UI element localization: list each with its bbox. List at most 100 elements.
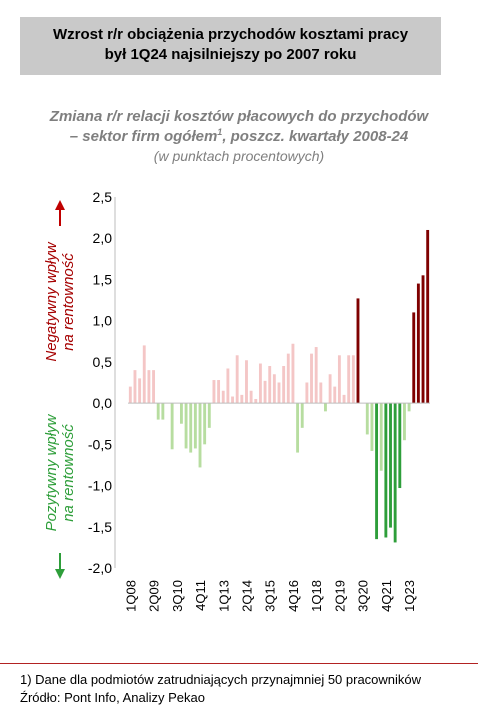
bar-1Q12 bbox=[203, 403, 207, 445]
bar-2Q11 bbox=[189, 403, 193, 453]
chart-title-line2-suffix: , poszcz. kwartały 2008-24 bbox=[222, 128, 409, 145]
bar-3Q09 bbox=[156, 403, 160, 420]
bar-1Q24 bbox=[426, 229, 430, 404]
bar-4Q16 bbox=[291, 343, 295, 404]
bar-4Q15 bbox=[272, 374, 276, 404]
bar-1Q14 bbox=[240, 394, 244, 404]
down-arrow-icon bbox=[55, 553, 65, 579]
footnote: 1) Dane dla podmiotów zatrudniających pr… bbox=[20, 672, 422, 687]
bar-2Q18 bbox=[319, 382, 323, 404]
bar-4Q08 bbox=[142, 345, 146, 404]
header-box: Wzrost r/r obciążenia przychodów kosztam… bbox=[20, 17, 441, 75]
y-tick-label: -1,5 bbox=[88, 519, 112, 535]
bar-1Q11 bbox=[184, 403, 188, 449]
x-tick-label: 2Q09 bbox=[147, 580, 162, 612]
x-tick-label: 3Q15 bbox=[263, 580, 278, 612]
bar-3Q11 bbox=[193, 403, 197, 449]
bar-2Q10 bbox=[170, 403, 174, 450]
bar-3Q12 bbox=[212, 380, 216, 404]
bar-3Q15 bbox=[268, 366, 272, 404]
y-tick-label: 0,5 bbox=[93, 354, 113, 370]
bar-2Q08 bbox=[133, 370, 137, 404]
bar-3Q17 bbox=[305, 382, 309, 404]
bar-2Q16 bbox=[282, 366, 286, 404]
x-tick-label: 2Q19 bbox=[332, 580, 347, 612]
bar-3Q16 bbox=[286, 353, 290, 404]
bar-1Q17 bbox=[296, 403, 300, 453]
bar-4Q09 bbox=[161, 403, 165, 420]
y-tick-label: 0,0 bbox=[93, 395, 113, 411]
bar-3Q18 bbox=[324, 403, 327, 412]
x-tick-label: 1Q18 bbox=[309, 580, 324, 612]
bar-2Q13 bbox=[226, 368, 230, 404]
bar-1Q08 bbox=[128, 386, 132, 404]
x-ticks-group: 1Q08 2Q09 3Q10 4Q11 1Q13 2Q14 3Q15 4Q16 1Q18 2Q19… bbox=[123, 580, 417, 612]
bar-1Q23 bbox=[407, 403, 411, 412]
bar-1Q18 bbox=[314, 347, 318, 404]
footer-divider bbox=[0, 663, 478, 664]
y-tick-label: -1,0 bbox=[88, 478, 112, 494]
bar-4Q10 bbox=[179, 403, 183, 424]
bar-4Q23 bbox=[421, 275, 425, 404]
bar-1Q21 bbox=[370, 403, 374, 451]
x-tick-label: 4Q16 bbox=[286, 580, 301, 612]
x-tick-label: 2Q14 bbox=[239, 580, 254, 612]
bar-4Q17 bbox=[310, 353, 313, 404]
bar-1Q19 bbox=[333, 386, 337, 404]
bar-2Q09 bbox=[152, 370, 155, 404]
y-tick-label: -2,0 bbox=[88, 560, 112, 576]
source-note: Źródło: Pont Info, Analizy Pekao bbox=[20, 690, 205, 705]
bar-1Q22 bbox=[389, 403, 392, 528]
bar-2Q14 bbox=[245, 360, 248, 404]
bar-3Q14 bbox=[249, 390, 253, 404]
bar-3Q13 bbox=[231, 396, 234, 404]
bar-1Q16 bbox=[277, 382, 281, 404]
x-tick-label: 3Q10 bbox=[170, 580, 185, 612]
y-tick-label: 1,5 bbox=[93, 271, 113, 287]
chart-title-line2-prefix: – sektor firm ogółem bbox=[69, 128, 218, 145]
x-tick-label: 1Q13 bbox=[216, 580, 231, 612]
x-tick-label: 1Q08 bbox=[123, 580, 138, 612]
bar-4Q13 bbox=[235, 355, 239, 404]
negative-impact-label-line2: na rentowność bbox=[60, 253, 77, 351]
bar-2Q22 bbox=[393, 403, 397, 543]
y-tick-label: 2,5 bbox=[93, 189, 113, 205]
bar-3Q23 bbox=[416, 283, 420, 404]
bar-2Q21 bbox=[375, 403, 379, 540]
positive-impact-label-line2: na rentowność bbox=[60, 424, 77, 522]
x-tick-label: 4Q21 bbox=[379, 580, 394, 612]
bar-2Q19 bbox=[337, 355, 341, 404]
header-title-line1: Wzrost r/r obciążenia przychodów kosztam… bbox=[52, 26, 409, 43]
bar-3Q22 bbox=[398, 403, 402, 489]
y-tick-label: 2,0 bbox=[93, 230, 113, 246]
chart-title-line2: – sektor firm ogółem1, poszcz. kwartały … bbox=[0, 127, 478, 145]
y-tick-label: -0,5 bbox=[88, 436, 112, 452]
x-tick-label: 1Q23 bbox=[402, 580, 417, 612]
up-arrow-icon bbox=[55, 200, 65, 226]
bar-4Q14 bbox=[254, 398, 258, 404]
y-ticks-group: 2,5 2,0 1,5 1,0 0,5 0,0 -0,5 -1,0 -1,5 -2,0 bbox=[88, 189, 112, 576]
bar-2Q23 bbox=[412, 312, 416, 404]
bar-4Q20 bbox=[365, 403, 369, 435]
bar-1Q13 bbox=[221, 390, 225, 404]
bar-chart: 2,5 2,0 1,5 1,0 0,5 0,0 -0,5 -1,0 -1,5 -2,0 1Q08 2… bbox=[43, 189, 430, 612]
footnote-marker: 1 bbox=[217, 127, 223, 137]
bar-4Q11 bbox=[198, 403, 202, 468]
bar-1Q15 bbox=[258, 363, 262, 404]
bar-2Q17 bbox=[300, 403, 304, 428]
bar-2Q20 bbox=[356, 298, 360, 404]
bar-2Q12 bbox=[207, 403, 211, 428]
bar-4Q19 bbox=[347, 355, 351, 404]
y-tick-label: 1,0 bbox=[93, 313, 113, 329]
bar-4Q21 bbox=[384, 403, 388, 538]
bar-4Q22 bbox=[403, 403, 406, 441]
positive-impact-label-line1: Pozytywny wpływ bbox=[43, 413, 60, 531]
bar-3Q08 bbox=[138, 378, 142, 404]
x-tick-label: 4Q11 bbox=[193, 580, 208, 611]
bars-group bbox=[128, 229, 430, 543]
bar-4Q18 bbox=[328, 374, 332, 404]
header-title-line2: był 1Q24 najsilniejszy po 2007 roku bbox=[104, 46, 357, 63]
bar-2Q15 bbox=[263, 380, 267, 404]
bar-1Q09 bbox=[147, 370, 151, 404]
negative-impact-label-line1: Negatywny wpływ bbox=[43, 241, 60, 361]
